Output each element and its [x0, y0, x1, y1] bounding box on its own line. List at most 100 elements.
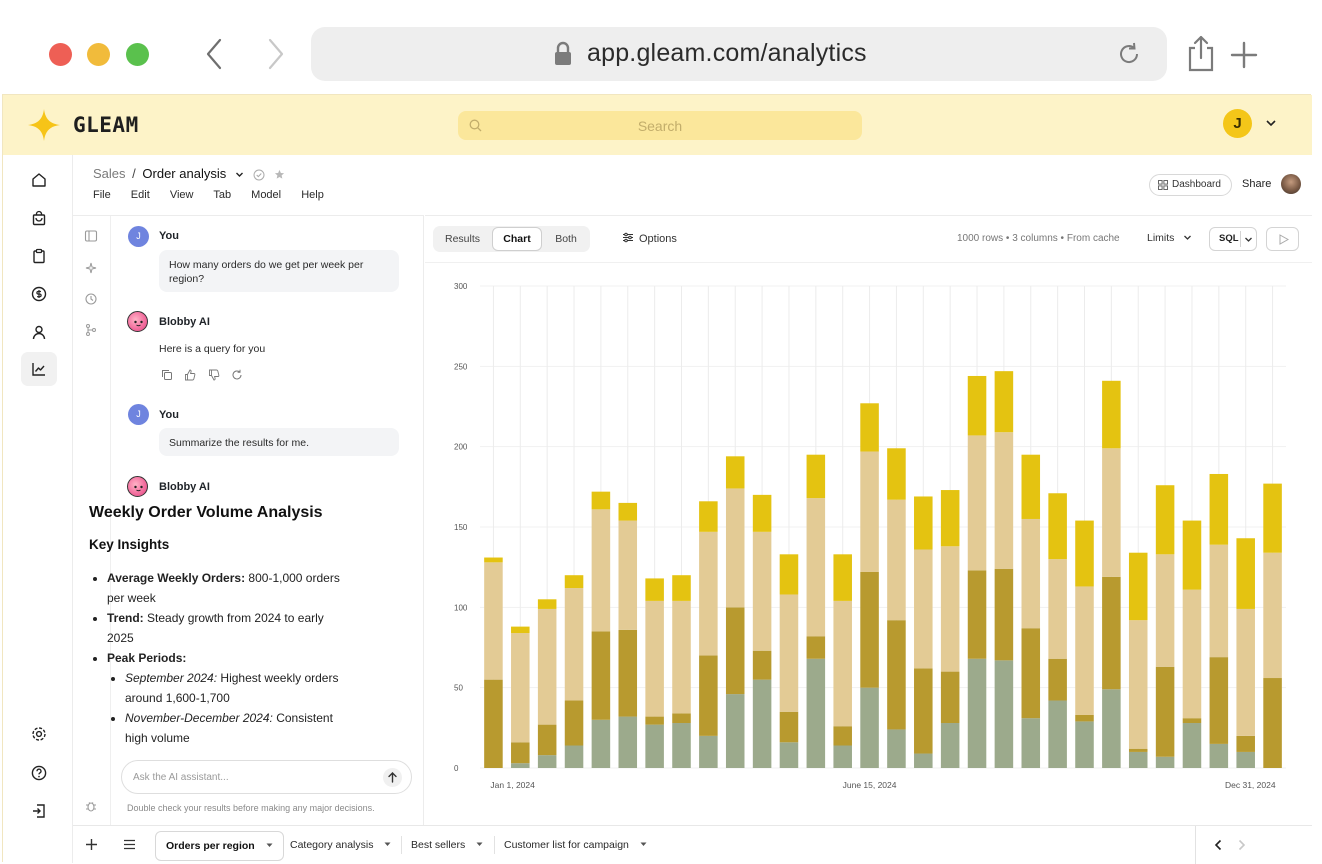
share-button[interactable]: Share	[1242, 178, 1272, 190]
dollar-icon[interactable]	[21, 277, 57, 311]
tab-chart[interactable]: Chart	[492, 227, 542, 251]
regenerate-icon[interactable]	[231, 369, 243, 381]
star-icon[interactable]	[274, 169, 285, 180]
tab-orders-per-region[interactable]: Orders per region	[155, 831, 284, 861]
bar-segment	[484, 562, 503, 680]
history-icon[interactable]	[84, 292, 98, 306]
dashboard-button[interactable]: Dashboard	[1149, 174, 1232, 196]
back-arrow-icon[interactable]	[202, 36, 226, 72]
bar-segment	[645, 578, 664, 601]
send-button[interactable]	[383, 768, 402, 787]
bar-segment	[725, 488, 745, 608]
bug-icon[interactable]	[84, 799, 98, 813]
tab-best-sellers[interactable]: Best sellers	[411, 831, 483, 861]
clipboard-icon[interactable]	[21, 239, 57, 273]
user-photo-avatar[interactable]	[1281, 174, 1301, 194]
logout-icon[interactable]	[21, 794, 57, 828]
bar-segment	[591, 719, 611, 768]
limits-dropdown[interactable]: Limits	[1147, 232, 1192, 244]
bar-segment	[645, 600, 664, 717]
y-tick-label: 100	[454, 603, 468, 612]
breadcrumb-parent[interactable]: Sales	[93, 166, 126, 181]
help-icon[interactable]	[21, 756, 57, 790]
bar-segment	[1236, 751, 1255, 768]
tab-customer-list[interactable]: Customer list for campaign	[504, 831, 647, 861]
chevron-down-icon[interactable]	[235, 171, 244, 178]
menu-tab[interactable]: Tab	[213, 189, 232, 201]
bar-segment	[618, 716, 638, 768]
menu-model[interactable]: Model	[251, 189, 282, 201]
bar-segment	[1128, 552, 1148, 621]
bar-segment	[645, 716, 664, 725]
sparkles-icon[interactable]	[84, 261, 98, 275]
chevron-right-icon[interactable]	[1237, 839, 1246, 851]
bar-segment	[1263, 678, 1282, 768]
share-icon[interactable]	[1186, 34, 1216, 74]
sidebar-toggle-icon[interactable]	[84, 229, 98, 243]
page-title[interactable]: Order analysis	[142, 166, 227, 181]
chevron-left-icon[interactable]	[1214, 839, 1223, 851]
chevron-down-icon[interactable]	[476, 842, 483, 847]
menu-help[interactable]: Help	[301, 189, 324, 201]
copy-icon[interactable]	[161, 369, 173, 381]
close-window-button[interactable]	[49, 43, 72, 66]
tab-results[interactable]: Results	[444, 233, 480, 245]
tabs-menu-icon[interactable]	[123, 839, 136, 850]
maximize-window-button[interactable]	[126, 43, 149, 66]
chevron-down-icon[interactable]	[640, 842, 647, 847]
bar-segment	[1236, 538, 1255, 609]
reload-icon[interactable]	[1116, 41, 1142, 67]
search-input[interactable]: Search	[458, 111, 862, 140]
menu-file[interactable]: File	[93, 189, 111, 201]
thumbs-up-icon[interactable]	[184, 369, 196, 381]
chevron-down-icon[interactable]	[266, 843, 273, 848]
tab-category-analysis[interactable]: Category analysis	[290, 831, 391, 861]
bar-segment	[1048, 658, 1067, 701]
ask-ai-input[interactable]: Ask the AI assistant...	[121, 760, 412, 794]
bar-segment	[1048, 700, 1067, 768]
breadcrumb: Sales / Order analysis	[93, 166, 285, 181]
options-button[interactable]: Options	[622, 232, 677, 245]
forward-arrow-icon[interactable]	[264, 36, 288, 72]
analytics-chart-icon[interactable]	[21, 352, 57, 386]
message-author: Blobby AI	[159, 481, 210, 493]
thumbs-down-icon[interactable]	[208, 369, 220, 381]
x-tick-label: Dec 31, 2024	[1225, 780, 1276, 790]
shopping-bag-icon[interactable]	[21, 201, 57, 235]
add-tab-plus-icon[interactable]	[85, 838, 98, 851]
settings-gear-icon[interactable]	[21, 717, 57, 751]
sql-button[interactable]: SQL	[1209, 227, 1257, 251]
run-button[interactable]	[1266, 227, 1299, 251]
user-avatar[interactable]: J	[1223, 109, 1252, 138]
tab-both[interactable]: Both	[555, 233, 577, 245]
lock-icon	[555, 41, 571, 65]
bar-segment	[672, 723, 691, 768]
bar-segment	[752, 531, 772, 651]
chevron-down-icon[interactable]	[1244, 236, 1253, 243]
new-tab-plus-icon[interactable]	[1229, 40, 1259, 70]
chevron-down-icon[interactable]	[1265, 118, 1277, 128]
bar-segment	[725, 607, 745, 695]
menu-edit[interactable]: Edit	[130, 189, 150, 201]
bar-segment	[1075, 721, 1094, 768]
branch-icon[interactable]	[84, 323, 98, 337]
address-bar[interactable]: app.gleam.com/analytics	[311, 27, 1167, 81]
results-panel: Results Chart Both Options 1000 rows • 3…	[425, 215, 1312, 825]
bar-segment	[994, 568, 1014, 661]
bar-segment	[779, 554, 799, 595]
bar-segment	[484, 679, 503, 768]
summary-title: Weekly Order Volume Analysis	[89, 504, 323, 521]
minimize-window-button[interactable]	[87, 43, 110, 66]
user-icon[interactable]	[21, 315, 57, 349]
bar-segment	[752, 679, 772, 768]
home-icon[interactable]	[21, 163, 57, 197]
bar-segment	[752, 494, 772, 532]
bar-segment	[564, 745, 584, 768]
menu-view[interactable]: View	[169, 189, 194, 201]
chevron-down-icon[interactable]	[384, 842, 391, 847]
bar-segment	[887, 499, 906, 621]
bar-segment	[537, 608, 557, 725]
bar-segment	[564, 575, 584, 589]
bar-segment	[484, 557, 503, 563]
bar-segment	[914, 753, 933, 768]
